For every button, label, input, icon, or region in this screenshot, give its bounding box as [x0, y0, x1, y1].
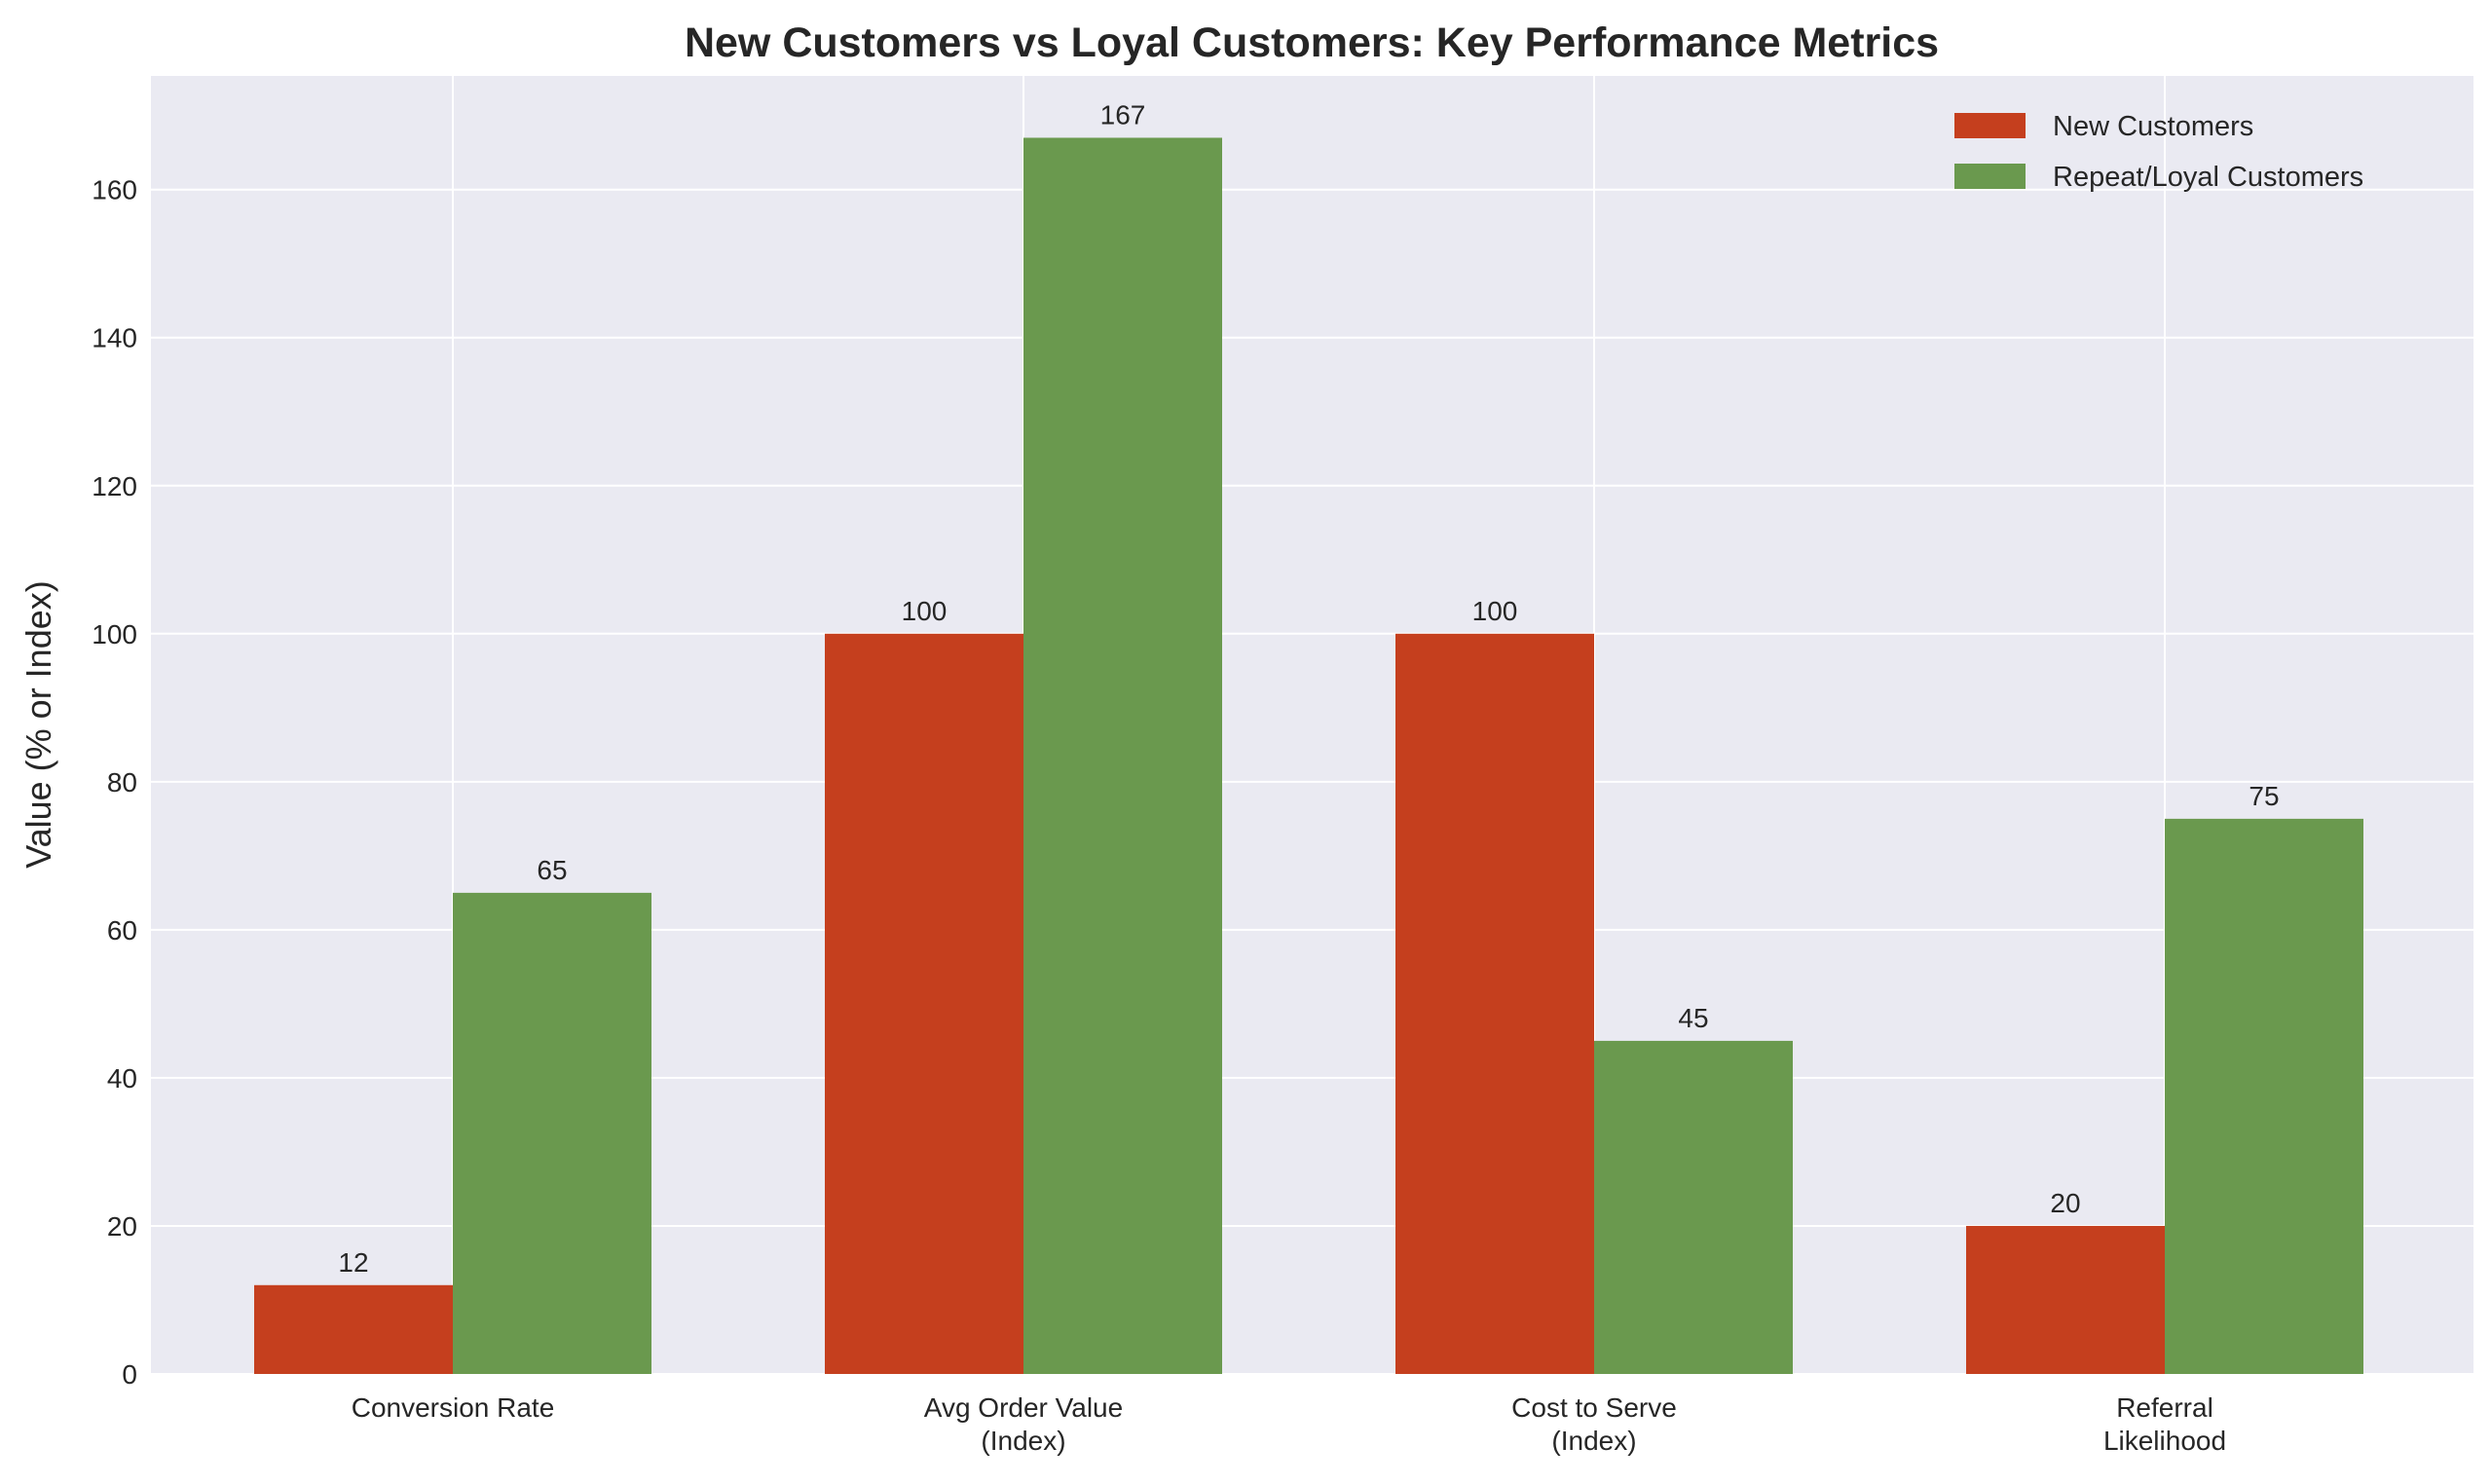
bar-new: [254, 1284, 453, 1374]
bar-loyal: [1594, 1040, 1793, 1374]
chart-title: New Customers vs Loyal Customers: Key Pe…: [685, 19, 1939, 66]
data-label: 45: [1678, 1003, 1708, 1033]
legend-label: New Customers: [2053, 111, 2253, 142]
x-tick-label: Referral: [2116, 1392, 2213, 1423]
y-tick-label: 160: [92, 175, 137, 205]
y-tick-label: 40: [107, 1063, 137, 1094]
y-tick-label: 0: [122, 1359, 137, 1390]
y-tick-label: 140: [92, 323, 137, 353]
data-label: 12: [338, 1247, 368, 1278]
x-tick-labels: Conversion Rate Avg Order Value(Index)Cos…: [352, 1392, 2226, 1456]
legend-label: Repeat/Loyal Customers: [2053, 162, 2363, 193]
bar-loyal: [1023, 137, 1222, 1374]
y-tick-label: 120: [92, 471, 137, 501]
y-tick-label: 20: [107, 1211, 137, 1242]
legend: New Customers Repeat/Loyal Customers: [1954, 111, 2363, 193]
data-label: 100: [1472, 596, 1518, 626]
y-tick-label: 100: [92, 619, 137, 649]
legend-swatch: [1954, 164, 2026, 189]
x-tick-label: Likelihood: [2103, 1426, 2226, 1456]
data-label: 75: [2249, 781, 2279, 811]
bar-loyal: [453, 892, 651, 1374]
bar-new: [1966, 1225, 2165, 1374]
bar-new: [1395, 633, 1594, 1374]
x-tick-label: (Index): [981, 1426, 1065, 1456]
x-tick-label: Cost to Serve: [1511, 1392, 1677, 1423]
legend-swatch: [1954, 113, 2026, 138]
x-tick-label: (Index): [1551, 1426, 1636, 1456]
x-tick-label: Conversion Rate: [352, 1392, 555, 1423]
data-label: 20: [2050, 1188, 2080, 1218]
data-label: 100: [902, 596, 948, 626]
y-tick-label: 80: [107, 767, 137, 798]
data-label: 65: [537, 855, 567, 885]
data-labels: 12 100 100 20 65 167 45 75: [338, 99, 2279, 1277]
bar-new: [825, 633, 1023, 1374]
bar-loyal: [2165, 818, 2363, 1374]
y-axis-label: Value (% or Index): [19, 580, 58, 868]
bars: [254, 137, 2363, 1374]
y-tick-labels: 0 20 40 60 80 100 120 140 160: [92, 175, 137, 1390]
x-tick-label: Avg Order Value: [924, 1392, 1123, 1423]
y-tick-label: 60: [107, 915, 137, 946]
data-label: 167: [1100, 99, 1146, 130]
